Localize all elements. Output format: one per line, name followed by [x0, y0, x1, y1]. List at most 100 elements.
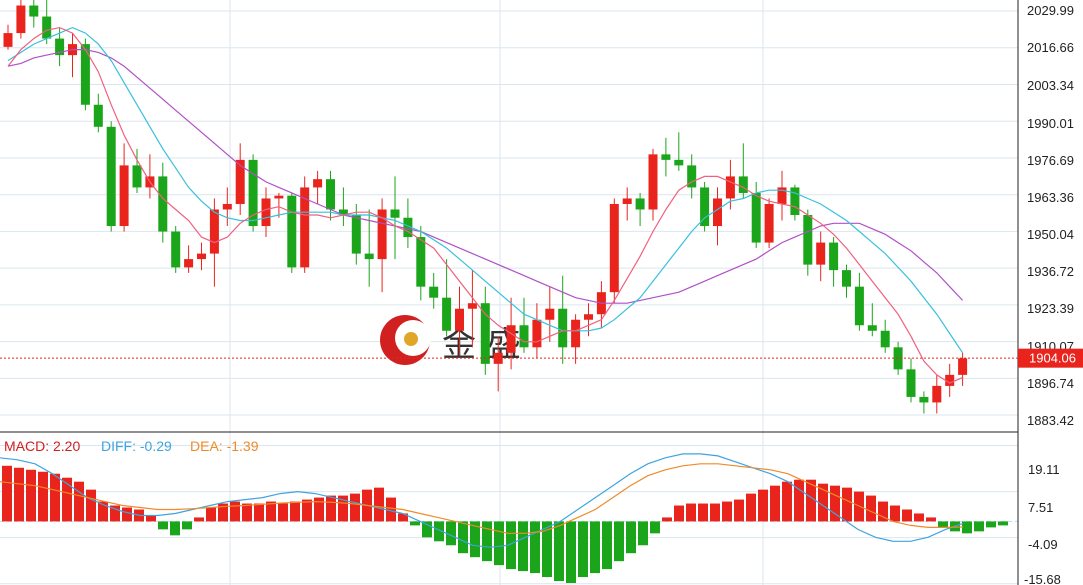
macd-bar	[938, 521, 948, 528]
candle-body	[674, 159, 684, 166]
candle-body	[197, 253, 206, 260]
macd-bar	[842, 487, 852, 522]
axes-frame	[0, 0, 1019, 585]
macd-bar	[590, 521, 600, 574]
watermark-coin-icon	[404, 332, 418, 346]
candle-body	[906, 369, 916, 397]
macd-tick: -15.68	[1024, 572, 1061, 585]
candle-body	[455, 308, 464, 331]
candle-body	[467, 303, 477, 309]
candle-body	[119, 165, 129, 227]
macd-bar	[830, 485, 840, 522]
candle-body	[738, 176, 748, 193]
macd-bar	[38, 471, 48, 522]
macd-tick: -4.09	[1028, 537, 1058, 552]
macd-bar	[686, 503, 696, 522]
macd-bar	[506, 521, 516, 570]
candle-body	[919, 396, 929, 403]
macd-bar	[626, 521, 636, 554]
candle-body	[480, 303, 490, 364]
price-tick: 1923.39	[1027, 301, 1074, 316]
candle-body	[209, 209, 219, 254]
macd-bar	[818, 483, 828, 522]
macd-bar	[638, 521, 648, 546]
candle-body	[16, 5, 26, 34]
candle-body	[803, 215, 813, 265]
candle-body	[725, 176, 735, 199]
candle-body	[648, 154, 658, 210]
macd-bar	[302, 499, 312, 522]
macd-bar	[746, 493, 756, 522]
macd-bar	[86, 489, 96, 522]
macd-bar	[806, 479, 816, 522]
candle-body	[274, 195, 284, 199]
candle-body	[416, 237, 426, 287]
price-tick: 1936.72	[1027, 264, 1074, 279]
candle-body	[958, 358, 968, 375]
macd-bar	[230, 501, 240, 522]
candle-body	[248, 159, 258, 227]
candle-body	[287, 195, 297, 268]
current-price-tag: 1904.06	[1018, 348, 1083, 368]
macd-bar	[986, 521, 996, 528]
candle-body	[93, 104, 103, 127]
macd-bar	[350, 493, 360, 522]
candle-body	[80, 44, 90, 105]
diff-line	[0, 453, 964, 548]
ma10-line	[7, 26, 964, 354]
macd-bar	[2, 465, 12, 522]
macd-bar	[422, 521, 432, 538]
candle-body	[700, 187, 710, 227]
candle-body	[338, 209, 348, 215]
macd-bar	[914, 513, 924, 522]
macd-histogram	[2, 465, 1008, 584]
candle-body	[506, 325, 516, 353]
candle-body	[713, 198, 722, 227]
macd-bar	[578, 521, 588, 578]
ma5-line	[7, 26, 963, 384]
macd-bar	[74, 481, 84, 522]
candle-body	[545, 308, 555, 320]
macd-bar	[278, 503, 288, 522]
price-tick: 1976.69	[1027, 153, 1074, 168]
moving-average-lines	[7, 26, 964, 384]
macd-bar	[290, 501, 300, 522]
candle-body	[751, 192, 761, 243]
candle-body	[261, 198, 271, 227]
macd-bar	[614, 521, 624, 562]
candle-body	[158, 176, 168, 232]
macd-bar	[782, 481, 792, 522]
macd-bar	[326, 495, 336, 522]
macd-bar	[26, 469, 36, 522]
macd-lines	[0, 453, 964, 548]
macd-legend-macd: MACD: 2.20	[4, 438, 80, 454]
macd-bar	[458, 521, 468, 554]
candle-body	[777, 187, 787, 204]
candle-body	[132, 165, 142, 188]
candle-body	[571, 319, 581, 348]
macd-bar	[890, 505, 900, 522]
macd-bar	[218, 503, 228, 522]
macd-legend-diff: DIFF: -0.29	[101, 438, 172, 454]
macd-bar	[170, 521, 180, 536]
candle-body	[945, 374, 955, 386]
macd-bar	[122, 507, 132, 522]
macd-bar	[722, 501, 732, 522]
candle-body	[687, 165, 697, 188]
candle-body	[493, 352, 503, 364]
candle-body	[42, 16, 52, 39]
candle-body	[390, 209, 400, 218]
candle-body	[816, 242, 826, 265]
candle-body	[842, 270, 851, 287]
current-price-badge	[1018, 348, 1083, 368]
macd-bar	[398, 513, 408, 522]
macd-bar	[242, 503, 252, 522]
macd-bar	[374, 487, 384, 522]
candle-body	[854, 286, 864, 326]
macd-bar	[98, 501, 108, 522]
candle-body	[661, 154, 671, 160]
candle-body	[351, 215, 361, 254]
macd-tick: 19.11	[1028, 462, 1060, 477]
macd-bar	[62, 477, 72, 522]
